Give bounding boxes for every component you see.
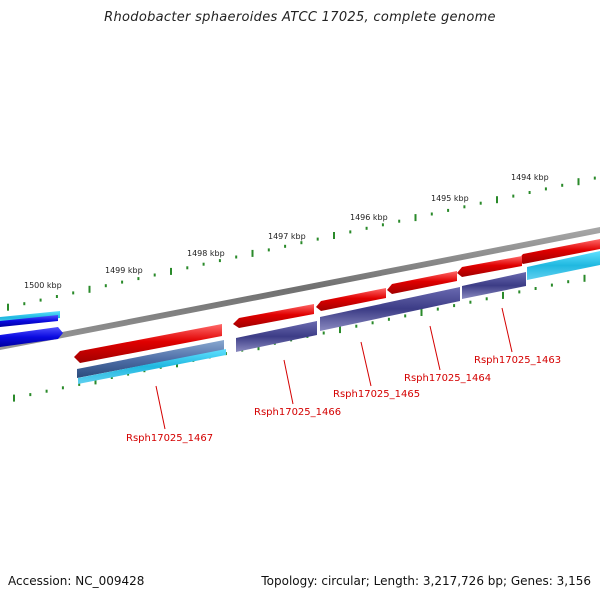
accession-text: Accession: NC_009428 — [8, 574, 145, 588]
feature-blue-left[interactable] — [0, 315, 58, 327]
gene-label: Rsph17025_1464 — [404, 373, 491, 384]
minor-tick — [218, 259, 221, 263]
genome-backbone — [0, 227, 600, 350]
gene-label: Rsph17025_1465 — [333, 389, 420, 400]
minor-tick — [561, 183, 564, 187]
minor-tick — [235, 255, 238, 259]
minor-tick — [110, 376, 113, 379]
minor-tick — [544, 187, 547, 191]
minor-tick — [29, 393, 32, 397]
major-tick — [170, 267, 172, 275]
minor-tick — [186, 266, 189, 270]
minor-tick — [39, 298, 42, 302]
gene-label: Rsph17025_1467 — [126, 433, 213, 444]
minor-tick — [23, 302, 26, 306]
gene-label: Rsph17025_1463 — [474, 355, 561, 366]
minor-tick — [137, 277, 140, 281]
minor-tick — [104, 284, 107, 288]
minor-tick — [463, 205, 466, 209]
major-tick — [583, 274, 586, 282]
minor-tick — [430, 212, 433, 216]
minor-tick — [153, 273, 156, 277]
minor-tick — [267, 248, 270, 252]
scale-label: 1496 kbp — [350, 213, 388, 222]
scale-label: 1494 kbp — [511, 173, 549, 182]
major-tick — [333, 232, 335, 239]
minor-tick — [72, 291, 75, 295]
gene-arrow-rsph17025-1467[interactable] — [74, 324, 222, 363]
map-title: Rhodobacter sphaeroides ATCC 17025, comp… — [104, 10, 496, 25]
gene-reverse-rsph17025-1463[interactable] — [462, 272, 526, 299]
genome-summary-text: Topology: circular; Length: 3,217,726 bp… — [261, 574, 591, 588]
feature-blue-arrow-left[interactable] — [0, 327, 63, 347]
minor-tick — [202, 262, 205, 266]
minor-tick — [567, 280, 570, 284]
minor-tick — [512, 194, 515, 198]
major-tick — [88, 285, 91, 293]
major-tick — [496, 196, 498, 204]
minor-tick — [534, 287, 537, 290]
minor-tick — [398, 219, 401, 223]
minor-tick — [387, 317, 390, 321]
major-tick — [502, 291, 504, 299]
gene-reverse-rsph17025-1467[interactable] — [77, 340, 224, 378]
scale-label: 1495 kbp — [431, 194, 469, 203]
minor-tick — [355, 324, 358, 328]
major-tick — [94, 377, 97, 385]
minor-tick — [404, 314, 407, 318]
scale-label: 1497 kbp — [268, 232, 306, 241]
minor-tick — [550, 283, 553, 287]
minor-tick — [371, 321, 374, 325]
minor-tick — [61, 386, 64, 390]
gene-reverse-rsph17025-1464[interactable] — [320, 287, 460, 331]
minor-tick — [322, 331, 325, 335]
gene-arrow-rsph17025-1465[interactable] — [387, 271, 457, 294]
minor-tick — [479, 201, 482, 205]
minor-tick — [518, 290, 521, 294]
gene-reverse-rsph17025-1465[interactable] — [236, 321, 317, 352]
minor-tick — [485, 297, 488, 301]
minor-tick — [365, 226, 368, 230]
minor-tick — [593, 176, 596, 180]
minor-tick — [55, 295, 58, 298]
minor-tick — [436, 307, 439, 311]
feature-cyan-right[interactable] — [527, 251, 600, 280]
feature-cyan-left-bottom[interactable] — [78, 349, 226, 384]
minor-tick — [78, 382, 81, 386]
major-tick — [13, 394, 15, 402]
minor-tick — [349, 230, 352, 234]
major-tick — [577, 178, 580, 186]
minor-tick — [453, 304, 456, 308]
gene-arrow-rsph17025-1466[interactable] — [316, 288, 386, 311]
gene-arrow-rsph17025-1463[interactable] — [518, 239, 600, 264]
scale-label: 1499 kbp — [105, 266, 143, 275]
minor-tick — [45, 389, 48, 393]
minor-tick — [381, 223, 384, 227]
gene-label: Rsph17025_1466 — [254, 407, 341, 418]
minor-tick — [447, 208, 450, 212]
gene-arrow-rsph17025-1464[interactable] — [457, 256, 522, 277]
minor-tick — [528, 191, 531, 194]
minor-tick — [469, 300, 472, 304]
minor-tick — [300, 241, 303, 245]
major-tick — [339, 326, 341, 334]
outer-scale-ticks — [7, 176, 596, 311]
minor-tick — [316, 237, 319, 241]
scale-label: 1500 kbp — [24, 281, 62, 290]
minor-tick — [121, 280, 124, 284]
scale-label: 1498 kbp — [187, 249, 225, 258]
major-tick — [251, 249, 254, 257]
gene-arrow-rsph17025-1466b[interactable] — [233, 304, 314, 328]
major-tick — [420, 309, 423, 316]
major-tick — [414, 214, 417, 222]
label-leaders — [155, 307, 513, 430]
minor-tick — [284, 244, 287, 248]
major-tick — [7, 303, 9, 311]
